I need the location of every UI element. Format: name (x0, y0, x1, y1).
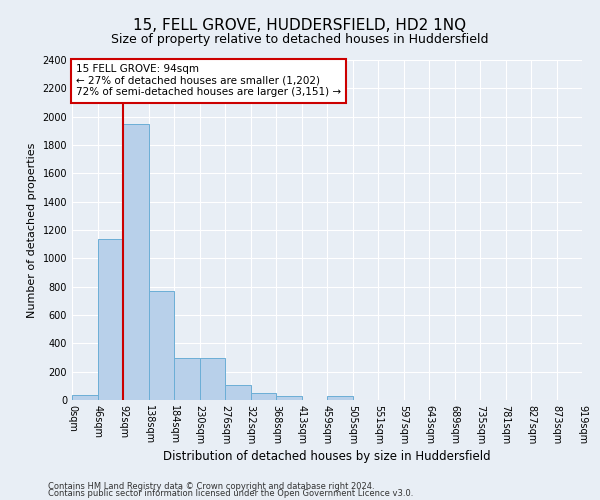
Bar (199, 358, 225, 400)
Bar (276, 396, 302, 400)
Text: 15 FELL GROVE: 94sqm
← 27% of detached houses are smaller (1,202)
72% of semi-de: 15 FELL GROVE: 94sqm ← 27% of detached h… (76, 64, 341, 98)
Text: 15, FELL GROVE, HUDDERSFIELD, HD2 1NQ: 15, FELL GROVE, HUDDERSFIELD, HD2 1NQ (133, 18, 467, 32)
Bar (149, 291, 174, 400)
Text: Contains public sector information licensed under the Open Government Licence v3: Contains public sector information licen… (48, 490, 413, 498)
Bar (72, 395, 97, 400)
Bar (251, 393, 276, 400)
X-axis label: Distribution of detached houses by size in Huddersfield: Distribution of detached houses by size … (163, 450, 491, 463)
Text: Contains HM Land Registry data © Crown copyright and database right 2024.: Contains HM Land Registry data © Crown c… (48, 482, 374, 491)
Y-axis label: Number of detached properties: Number of detached properties (27, 142, 37, 318)
Text: Size of property relative to detached houses in Huddersfield: Size of property relative to detached ho… (111, 32, 489, 46)
Bar (97, 238, 123, 400)
Bar (174, 358, 199, 400)
Bar (225, 385, 251, 400)
Bar (123, 124, 149, 400)
Bar (327, 396, 353, 400)
